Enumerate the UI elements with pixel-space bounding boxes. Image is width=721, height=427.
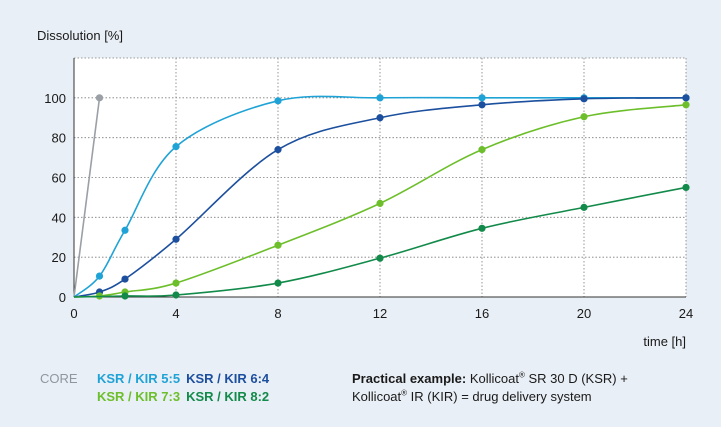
x-tick-label: 12 [373, 306, 387, 321]
data-point-ksr-kir-6-4 [376, 114, 384, 122]
y-tick-label: 60 [52, 171, 66, 186]
x-tick-label: 16 [475, 306, 489, 321]
legend-row-2: KSR / KIR 7:3 KSR / KIR 8:2 [40, 388, 275, 406]
data-point-ksr-kir-8-2 [682, 183, 690, 192]
data-point-ksr-kir-7-3 [376, 199, 384, 207]
data-point-ksr-kir-5-5 [478, 94, 486, 102]
data-point-ksr-kir-7-3 [478, 146, 486, 154]
data-point-ksr-kir-8-2 [376, 254, 384, 262]
series-line-ksr-kir-7-3 [73, 104, 687, 298]
data-point-ksr-kir-5-5 [274, 97, 282, 105]
note-line2: Kollicoat [352, 389, 402, 404]
data-point-ksr-kir-6-4 [478, 101, 486, 109]
x-tick-label: 8 [274, 306, 281, 321]
x-tick-label: 0 [70, 306, 77, 321]
data-point-ksr-kir-8-2 [121, 292, 129, 300]
legend-row-1: CORE KSR / KIR 5:5 KSR / KIR 6:4 [40, 370, 275, 388]
x-tick-label: 20 [577, 306, 591, 321]
x-tick-label: 4 [172, 306, 179, 321]
legend-core: CORE [40, 371, 78, 386]
note-line2-rest: IR (KIR) = drug delivery system [407, 389, 592, 404]
series-line-ksr-kir-5-5 [73, 95, 686, 298]
data-point-core [95, 94, 104, 102]
note-heading: Practical example: [352, 371, 467, 386]
y-tick-label: 100 [44, 91, 66, 106]
y-axis-label: Dissolution [%] [37, 28, 123, 43]
data-point-ksr-kir-8-2 [580, 203, 588, 211]
data-point-ksr-kir-6-4 [121, 275, 129, 283]
practical-example-note: Practical example: Kollicoat® SR 30 D (K… [352, 370, 628, 404]
x-axis-label: time [h] [643, 334, 686, 349]
data-point-ksr-kir-5-5 [172, 143, 180, 151]
data-point-ksr-kir-8-2 [274, 279, 282, 287]
data-point-ksr-kir-6-4 [274, 146, 282, 154]
data-point-ksr-kir-7-3 [580, 113, 588, 121]
series-line-core [73, 97, 101, 298]
data-point-ksr-kir-7-3 [274, 241, 282, 249]
legend-entry-row1-1: KSR / KIR 6:4 [186, 371, 270, 386]
note-line1-rest: SR 30 D (KSR) + [524, 371, 628, 386]
dissolution-chart: 0 20 40 60 80 100 0 4 8 12 16 20 24 Dissolution [%] ti… [37, 28, 693, 349]
data-point-ksr-kir-8-2 [172, 291, 180, 299]
data-point-ksr-kir-6-4 [580, 95, 588, 103]
y-tick-label: 80 [52, 131, 66, 146]
data-point-ksr-kir-5-5 [121, 226, 129, 234]
legend: CORE KSR / KIR 5:5 KSR / KIR 6:4 KSR / KIR… [40, 370, 275, 406]
data-point-ksr-kir-7-3 [682, 101, 690, 109]
data-point-ksr-kir-5-5 [95, 272, 104, 280]
note-line1: Kollicoat [469, 371, 519, 386]
legend-entry-row1-0: KSR / KIR 5:5 [97, 371, 181, 386]
y-tick-label: 40 [52, 210, 66, 225]
data-point-ksr-kir-6-4 [172, 235, 180, 243]
data-point-ksr-kir-7-3 [172, 279, 180, 287]
data-point-ksr-kir-5-5 [376, 94, 384, 102]
legend-entry-row2-0: KSR / KIR 7:3 [97, 389, 181, 404]
series-line-ksr-kir-6-4 [73, 97, 687, 298]
data-point-ksr-kir-6-4 [682, 94, 690, 102]
legend-entry-row2-1: KSR / KIR 8:2 [186, 389, 270, 404]
y-tick-label: 20 [52, 250, 66, 265]
x-tick-label: 24 [679, 306, 693, 321]
data-point-ksr-kir-8-2 [478, 224, 486, 232]
y-tick-label: 0 [59, 290, 66, 305]
